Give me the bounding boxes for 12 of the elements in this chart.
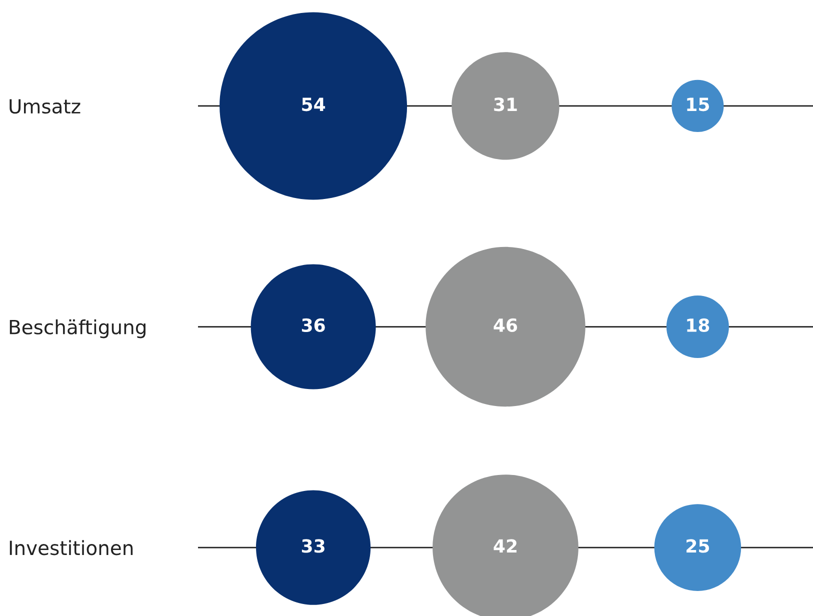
- category-label: Umsatz: [10, 99, 80, 114]
- data-label: 25: [686, 539, 709, 553]
- data-label: 54: [302, 98, 326, 112]
- category-label: Beschäftigung: [10, 319, 146, 338]
- data-label: 15: [687, 98, 709, 112]
- data-label: 18: [687, 318, 710, 332]
- data-label: 46: [494, 318, 518, 332]
- data-label: 36: [302, 318, 325, 332]
- category-label: Investitionen: [10, 540, 133, 556]
- data-label: 31: [494, 98, 517, 112]
- data-label: 42: [494, 539, 516, 553]
- data-label: 33: [302, 539, 324, 553]
